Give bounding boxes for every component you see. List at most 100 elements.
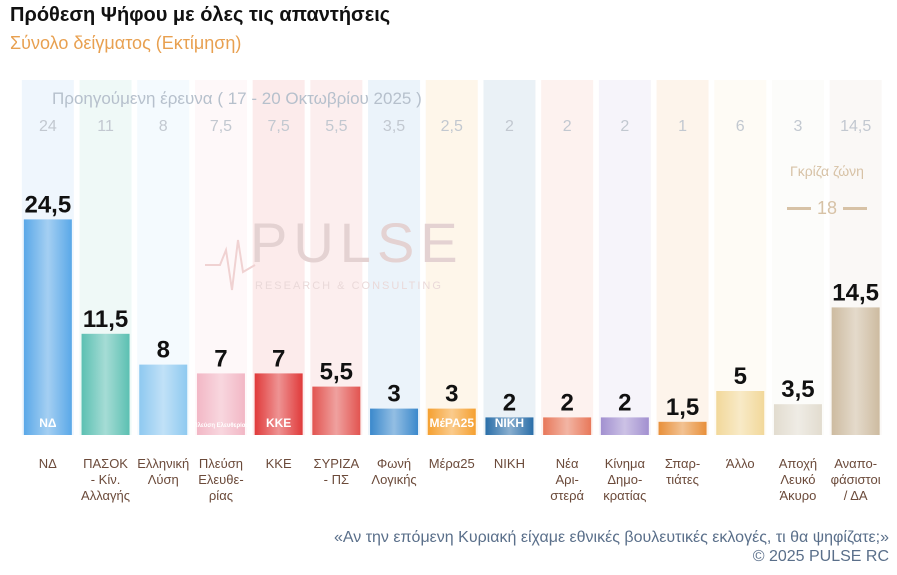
previous-value-label: 11 <box>97 118 114 135</box>
category-label-line: Νέα <box>556 456 579 471</box>
bar <box>600 417 649 435</box>
value-label: 24,5 <box>24 191 71 218</box>
category-label: Αποχή Λευκό Άκυρο <box>779 456 817 503</box>
category-label: ΝΔ <box>39 456 57 471</box>
category-label-line: Λευκό <box>780 472 815 487</box>
category-label-line: ΚΚΕ <box>266 456 292 471</box>
column-background <box>368 80 421 435</box>
category-label-line: ΝΔ <box>39 456 57 471</box>
category-label-line: Δημο- <box>607 472 642 487</box>
category-label-line: Μέρα25 <box>429 456 475 471</box>
category-label: ΝΙΚΗ <box>494 456 525 471</box>
category-label-line: Αναπο- <box>834 456 877 471</box>
previous-value-label: 1 <box>678 118 687 135</box>
category-label-line: Αλλαγής <box>81 488 130 503</box>
category-label-line: Ελευθε- <box>198 472 243 487</box>
bar <box>658 421 707 435</box>
value-label: 1,5 <box>666 394 699 421</box>
value-label: 3 <box>445 381 458 408</box>
category-label-line: Λογικής <box>371 472 416 487</box>
bar <box>370 408 419 435</box>
category-label-line: φάσιστοι <box>831 472 881 487</box>
category-label: Πλεύση Ελευθε-ρίας <box>198 456 243 503</box>
value-label: 3,5 <box>781 376 814 403</box>
category-label-line: ΠΑΣΟΚ <box>83 456 128 471</box>
category-label-line: - ΠΣ <box>324 472 349 487</box>
bar <box>312 386 361 435</box>
previous-value-label: 2,5 <box>441 118 463 135</box>
bar <box>485 417 534 435</box>
previous-survey-label: Προηγούμενη έρευνα ( 17 - 20 Οκτωβρίου 2… <box>52 89 422 108</box>
category-label-line: ρίας <box>209 488 233 503</box>
value-label: 14,5 <box>832 279 879 306</box>
gray-zone-number: 18 <box>816 197 838 218</box>
category-label: Κίνημα Δημο-κρατίας <box>603 456 646 503</box>
category-label-line: τιάτες <box>666 472 699 487</box>
previous-value-label: 14,5 <box>840 118 871 135</box>
category-label-line: στερά <box>550 488 584 503</box>
column-background <box>598 80 651 435</box>
bar <box>254 373 303 435</box>
category-label: Φωνή Λογικής <box>371 456 416 487</box>
value-label: 7 <box>272 345 285 372</box>
party-logo-text: ΝΙΚΗ <box>495 416 524 430</box>
category-labels: ΝΔ ΠΑΣΟΚ - Κίν. Αλλαγής Ελληνική Λύση Πλεύση Ελ… <box>39 456 881 503</box>
category-label-line: Αρι- <box>556 472 579 487</box>
bar <box>139 364 188 435</box>
category-label: ΚΚΕ <box>266 456 292 471</box>
category-label-line: Κίνημα <box>605 456 646 471</box>
column-background <box>541 80 594 435</box>
column-background <box>483 80 536 435</box>
bar <box>716 391 765 435</box>
category-label: Νέα Αρι-στερά <box>550 456 584 503</box>
previous-values: 24 11 8 7,5 7,5 5,5 3,5 2,5 2 2 2 1 6 3 14,5 <box>39 118 871 135</box>
category-label: ΣΥΡΙΖΑ - ΠΣ <box>314 456 360 487</box>
category-label-line: Άλλο <box>726 456 755 471</box>
copyright: © 2025 PULSE RC <box>752 548 889 565</box>
bar <box>831 307 880 435</box>
column-background <box>425 80 478 435</box>
party-logo-text: ΝΔ <box>39 416 57 430</box>
category-label: Άλλο <box>726 456 755 471</box>
previous-value-label: 6 <box>736 118 745 135</box>
party-logo-text: ΜέΡΑ25 <box>429 416 474 430</box>
value-label: 2 <box>618 389 631 416</box>
bars: ΝΔ Πλεύση Ελευθερίας ΚΚΕ ΜέΡΑ25 ΝΙΚΗ <box>23 219 880 435</box>
chart-subtitle: Σύνολο δείγματος (Εκτίμηση) <box>10 33 242 53</box>
category-label-line: ΣΥΡΙΖΑ <box>314 456 360 471</box>
bar <box>427 408 476 435</box>
column-background <box>656 80 709 435</box>
category-label-line: κρατίας <box>603 488 646 503</box>
previous-value-label: 5,5 <box>325 118 347 135</box>
gray-zone-label: Γκρίζα ζώνη <box>790 163 864 179</box>
value-label: 11,5 <box>83 306 128 333</box>
value-label: 7 <box>214 345 227 372</box>
category-label-line: Ελληνική <box>137 456 189 471</box>
watermark-subtext: RESEARCH & CONSULTING <box>255 280 443 292</box>
category-label-line: Άκυρο <box>779 488 816 503</box>
category-label: Σπαρ-τιάτες <box>665 456 700 487</box>
category-label-line: Σπαρ- <box>665 456 700 471</box>
party-logo-text: ΚΚΕ <box>266 416 291 430</box>
column-background <box>310 80 363 435</box>
previous-value-label: 3 <box>793 118 802 135</box>
previous-value-label: 2 <box>620 118 629 135</box>
category-label: Αναπο-φάσιστοι / ΔΑ <box>831 456 881 503</box>
previous-value-label: 2 <box>505 118 514 135</box>
previous-value-label: 3,5 <box>383 118 405 135</box>
category-label-line: Λύση <box>148 472 179 487</box>
party-logo-text: Πλεύση Ελευθερίας <box>193 423 248 429</box>
value-label: 2 <box>503 389 516 416</box>
category-label: ΠΑΣΟΚ - Κίν. Αλλαγής <box>81 456 130 503</box>
bar <box>23 219 72 435</box>
bar <box>81 333 130 435</box>
bar <box>773 404 822 435</box>
value-label: 8 <box>157 337 170 364</box>
category-label-line: ΝΙΚΗ <box>494 456 525 471</box>
previous-value-label: 8 <box>159 118 168 135</box>
gray-zone-dash-right <box>843 206 868 210</box>
value-label: 2 <box>560 389 573 416</box>
gray-zone-value: 18 <box>783 197 871 219</box>
category-label-line: Αποχή <box>779 456 817 471</box>
